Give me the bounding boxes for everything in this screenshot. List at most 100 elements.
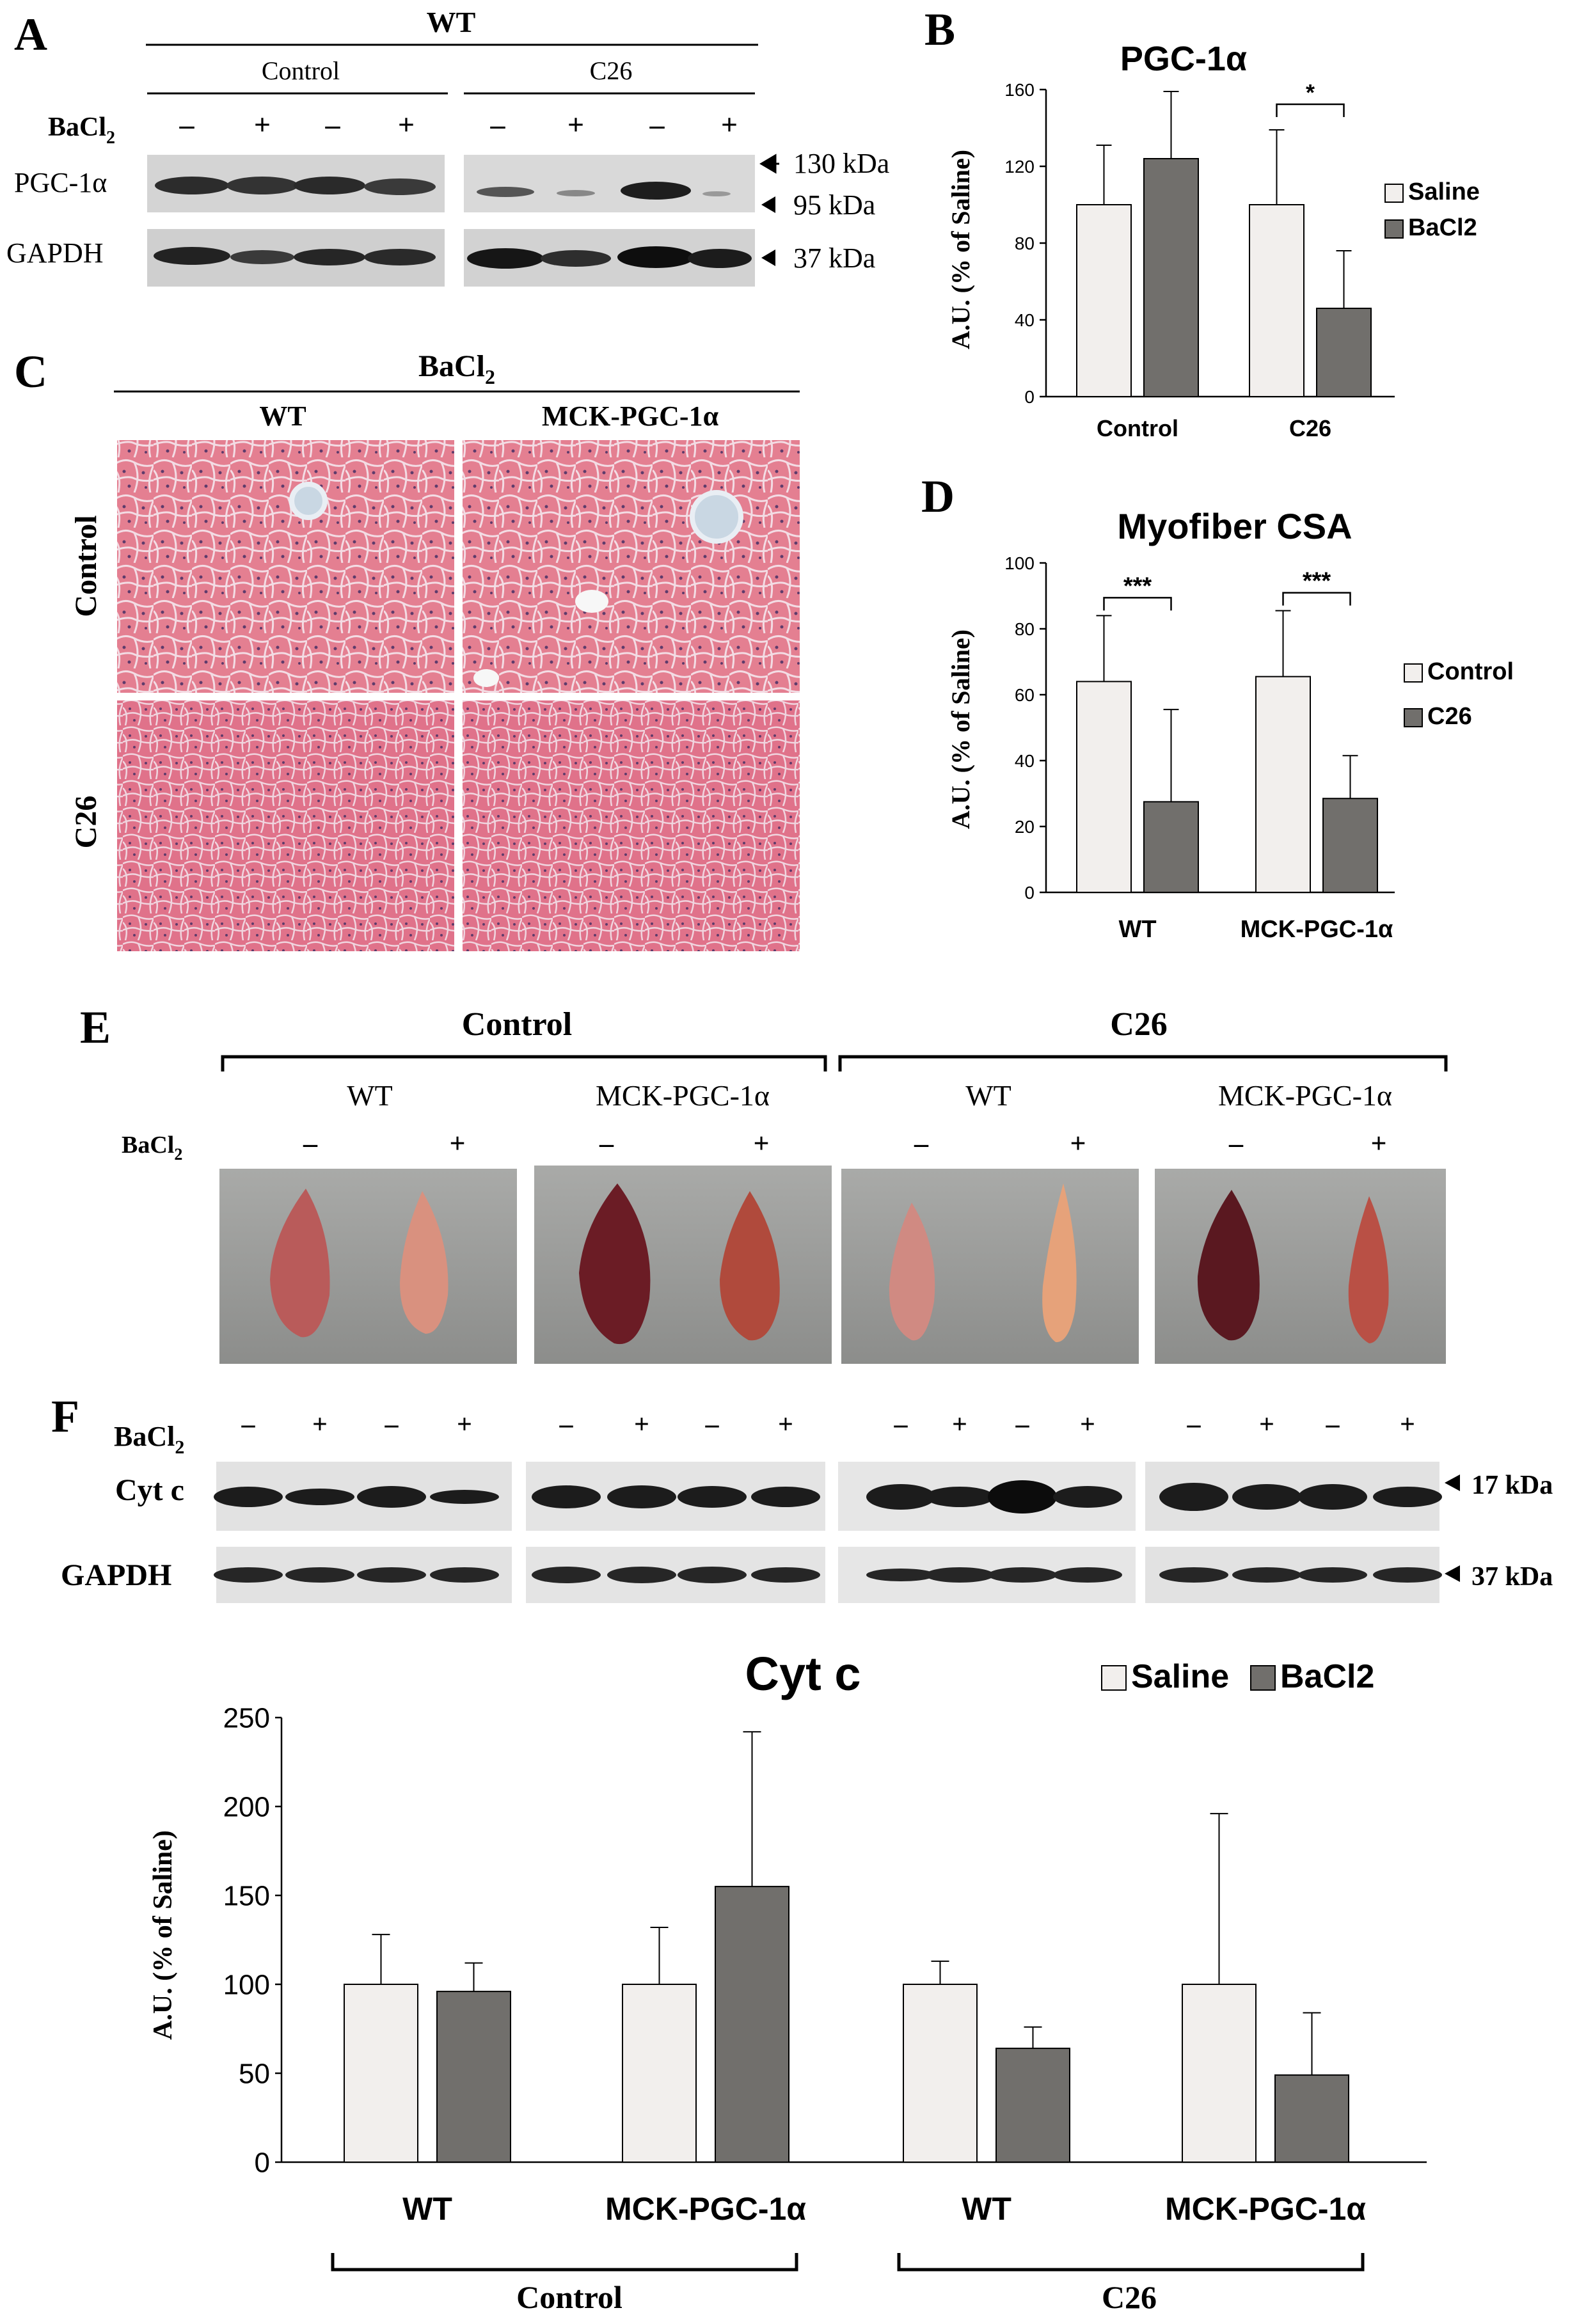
bar	[1316, 308, 1372, 397]
plus-sign: +	[753, 1128, 769, 1159]
blot-band	[430, 1490, 499, 1504]
y-tick-label: 40	[1015, 751, 1035, 771]
y-tick-label: 0	[1024, 883, 1035, 903]
chart-f-legend: Saline BaCl2	[1101, 1658, 1374, 1695]
blot-band	[751, 1487, 820, 1507]
chart-b-legend: Saline BaCl2	[1384, 178, 1480, 241]
panel-e-genotype-2: MCK-PGC-1α	[596, 1079, 770, 1112]
chart-b-plot: 0 40 80 120 160 Control C26 *	[1004, 79, 1395, 441]
chart-d-legend: Control C26	[1404, 658, 1514, 730]
significance-bracket	[1103, 597, 1172, 611]
panel-a-band	[294, 249, 365, 265]
x-tick-label: C26	[1289, 415, 1331, 441]
bar	[1076, 204, 1132, 397]
legend-label: BaCl2	[1280, 1658, 1374, 1695]
panel-a-band	[294, 177, 365, 194]
histology-image-wt-control	[117, 440, 454, 693]
panel-e-group-c26: C26	[1110, 1006, 1168, 1043]
legend-swatch	[1250, 1665, 1276, 1691]
blot-band	[866, 1569, 935, 1581]
minus-sign: –	[490, 108, 506, 141]
chart-f-title: Cyt c	[745, 1647, 861, 1700]
y-tick-label: 80	[1015, 619, 1035, 639]
histology-vessel	[690, 490, 743, 544]
legend-swatch	[1404, 663, 1423, 683]
panel-e-bracket-control	[221, 1055, 827, 1071]
panel-a-band	[688, 249, 752, 268]
panel-a-header: WT	[427, 6, 476, 38]
chart-b-title: PGC-1α	[1120, 40, 1247, 78]
panel-letter-d: D	[921, 471, 955, 522]
panel-c-header: BaCl2	[418, 349, 495, 388]
panel-a-sign-row: – + – + – + – +	[179, 108, 738, 141]
panel-letter-c: C	[14, 346, 47, 397]
panel-a-band	[226, 177, 298, 194]
panel-a-blot-pgc1a-c26	[464, 155, 755, 212]
muscle-specimen	[720, 1191, 780, 1341]
chart-f-group-c26: C26	[1102, 2279, 1157, 2315]
blot-band	[285, 1489, 354, 1505]
plus-sign: +	[1259, 1410, 1274, 1439]
significance-label: *	[1306, 79, 1315, 106]
plus-sign: +	[1080, 1410, 1095, 1439]
y-tick-label: 0	[1024, 387, 1035, 407]
bar	[1182, 1984, 1257, 2163]
panel-a-row-gapdh: GAPDH	[6, 237, 104, 269]
histology-image-mck-c26	[463, 700, 800, 951]
muscle-specimen	[1197, 1190, 1260, 1341]
panel-a-western-blot: WT Control C26 BaCl2 – + – + – + – + PGC-1α GAP…	[6, 6, 889, 287]
panel-e-treatment-label: BaCl2	[122, 1132, 182, 1164]
blot-band	[1053, 1486, 1122, 1508]
panel-a-band	[154, 247, 230, 265]
blot-band	[1053, 1567, 1122, 1583]
chart-d-title: Myofiber CSA	[1117, 506, 1352, 546]
plus-sign: +	[457, 1410, 472, 1439]
blot-band	[988, 1480, 1057, 1514]
plus-sign: +	[312, 1410, 328, 1439]
marker-arrow-icon	[1445, 1474, 1460, 1491]
plus-sign: +	[634, 1410, 649, 1439]
blot-band	[607, 1485, 676, 1508]
blot-band	[925, 1567, 994, 1583]
plus-sign: +	[398, 108, 415, 141]
panel-f-bands	[214, 1480, 1442, 1583]
panel-letter-a: A	[14, 9, 47, 60]
blot-band	[1298, 1484, 1367, 1510]
panel-f-marker-17: 17 kDa	[1471, 1471, 1553, 1500]
muscle-photo-4	[1155, 1169, 1446, 1364]
panel-a-band	[541, 250, 611, 267]
plus-sign: +	[567, 108, 584, 141]
muscle-specimen	[1348, 1196, 1389, 1343]
minus-sign: –	[1228, 1128, 1244, 1159]
legend-label: Saline	[1131, 1658, 1229, 1695]
chart-f-ylabel: A.U. (% of Saline)	[148, 1830, 178, 2040]
histology-vessel	[289, 482, 328, 520]
histology-gap	[473, 669, 499, 687]
panel-c-row-control: Control	[69, 515, 103, 617]
blot-band	[1159, 1483, 1228, 1511]
blot-band	[678, 1567, 747, 1583]
panel-c-row-c26: C26	[69, 796, 103, 849]
blot-band	[1232, 1484, 1301, 1510]
blot-band	[430, 1567, 499, 1583]
panel-c-column-wt: WT	[259, 400, 306, 432]
bar	[995, 2048, 1070, 2163]
legend-swatch	[1384, 184, 1404, 203]
blot-band	[1373, 1487, 1442, 1507]
blot-band	[678, 1486, 747, 1508]
panel-f-sign-row: – + – + – + – + – + – + – + – +	[241, 1410, 1415, 1439]
panel-c-histology: BaCl2 WT MCK-PGC-1α Control C26	[69, 349, 800, 951]
panel-a-band	[702, 191, 731, 196]
muscle-photo-1	[219, 1169, 517, 1364]
x-tick-label: MCK-PGC-1α	[1165, 2191, 1366, 2227]
x-tick-label: WT	[402, 2191, 452, 2227]
plus-sign: +	[1400, 1410, 1415, 1439]
muscle-photo-2	[534, 1166, 832, 1364]
marker-arrow-icon	[1445, 1565, 1460, 1582]
minus-sign: –	[179, 108, 195, 141]
blot-band	[751, 1567, 820, 1583]
significance-label: ***	[1303, 568, 1331, 595]
bar	[1274, 2074, 1349, 2163]
x-tick-label: MCK-PGC-1α	[605, 2191, 806, 2227]
y-tick-label: 100	[1004, 553, 1035, 573]
